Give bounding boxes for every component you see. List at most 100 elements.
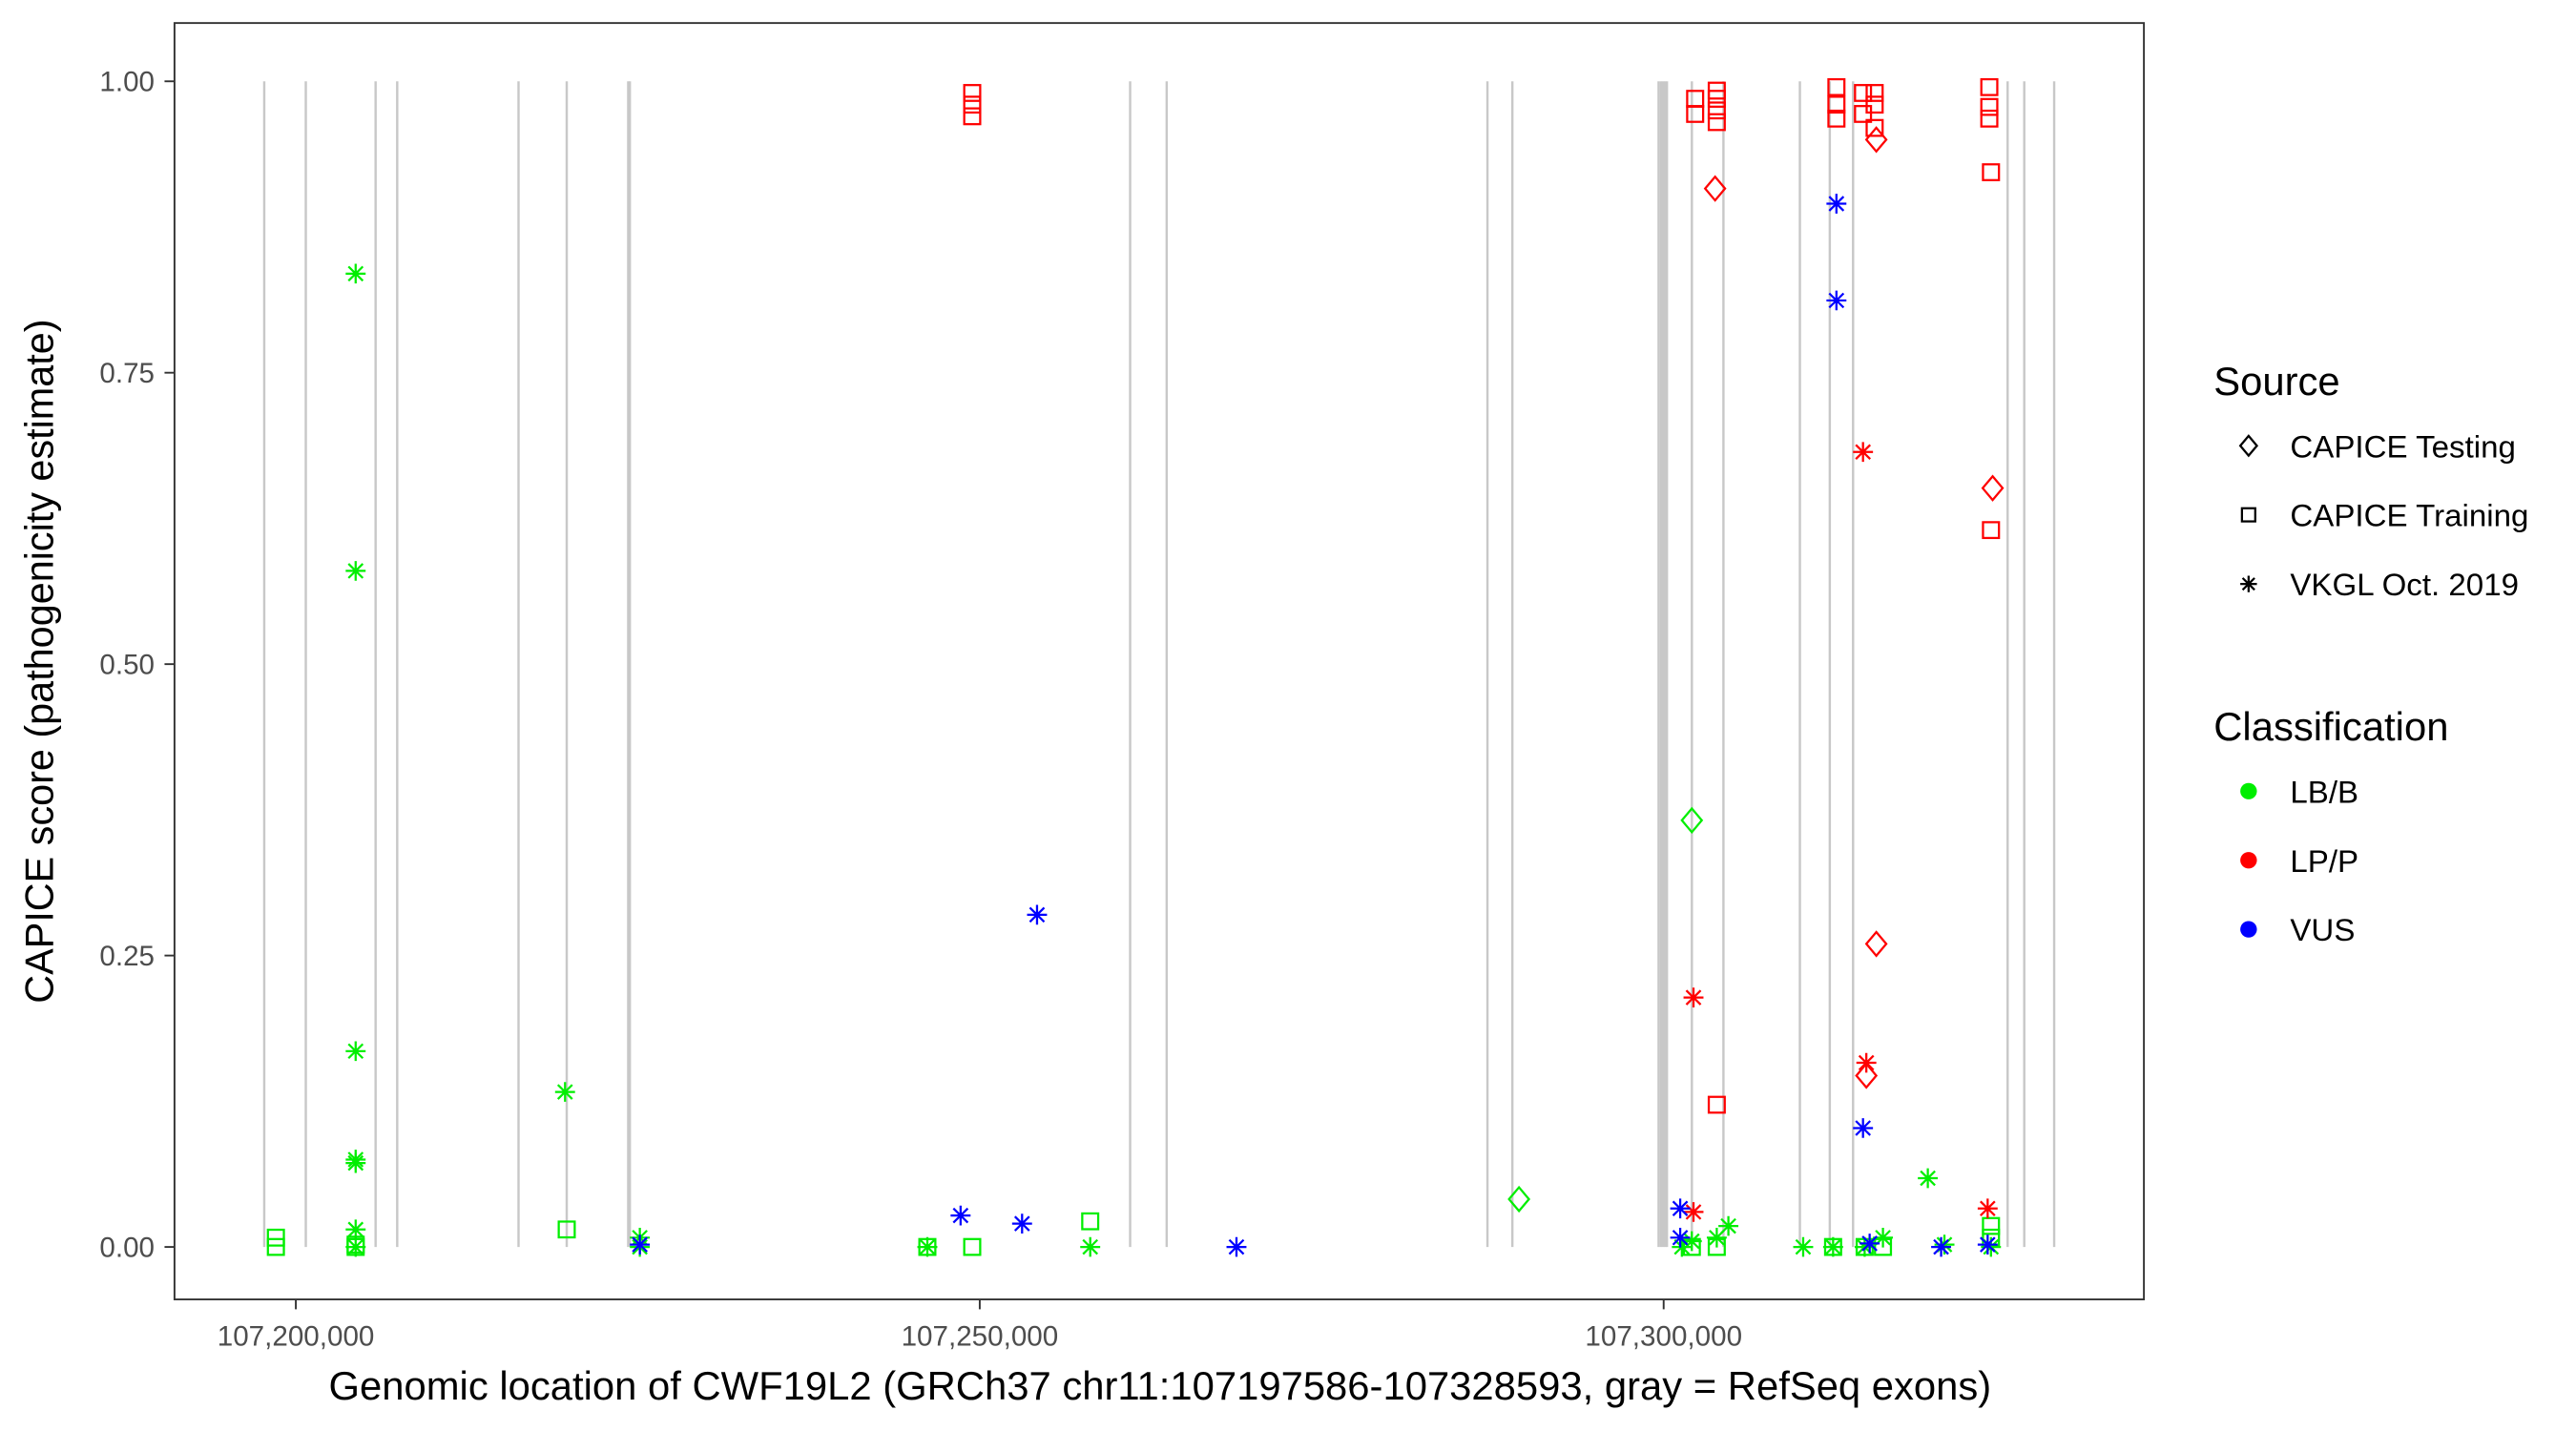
data-point (554, 1082, 575, 1102)
data-point (1855, 1062, 1879, 1089)
data-point (918, 1237, 937, 1256)
data-point (1977, 1234, 1998, 1255)
legend-class-title: Classification (2213, 704, 2448, 749)
legend-source-label: CAPICE Training (2290, 498, 2528, 533)
data-point (1683, 1202, 1704, 1222)
legend-symbol-asterisk-icon (2240, 575, 2257, 592)
data-points (266, 77, 2005, 1257)
data-point (1864, 126, 1888, 154)
legend-source-label: CAPICE Testing (2290, 428, 2516, 464)
data-point (917, 1236, 938, 1257)
data-point (963, 84, 982, 102)
legend-dot-icon (2240, 852, 2257, 869)
data-point (1683, 987, 1704, 1007)
legend-symbol-square-icon (2240, 507, 2256, 523)
legend-dot-icon (2240, 921, 2257, 938)
data-point (1672, 1236, 1693, 1257)
data-point (345, 1041, 366, 1062)
y-tick-label: 0.50 (99, 650, 155, 681)
data-point (1865, 95, 1884, 114)
data-point (1853, 442, 1874, 463)
data-point (1827, 95, 1846, 114)
data-point (1980, 97, 1999, 116)
legend-source-label: VKGL Oct. 2019 (2290, 567, 2519, 602)
data-point (1864, 930, 1888, 958)
data-point (1681, 1231, 1702, 1252)
data-point (1854, 84, 1873, 102)
x-tick-label: 107,250,000 (902, 1320, 1059, 1352)
data-point (1680, 806, 1704, 835)
data-point (345, 561, 366, 581)
data-point (557, 1220, 576, 1239)
data-point (1707, 90, 1726, 108)
data-point (1859, 1234, 1880, 1254)
data-point (345, 1219, 366, 1240)
data-point (1853, 1118, 1874, 1138)
data-point (1081, 1212, 1100, 1231)
y-tick-label: 1.00 (99, 67, 155, 98)
data-point (1981, 474, 2005, 502)
data-point (1931, 1236, 1952, 1257)
data-point (1826, 194, 1847, 214)
data-point (963, 107, 982, 126)
data-point (1686, 105, 1705, 123)
exon-lines (262, 81, 2056, 1248)
data-point (963, 1237, 982, 1256)
data-point (1703, 175, 1727, 202)
data-point (266, 1237, 285, 1256)
y-tick-label: 0.75 (99, 358, 155, 389)
data-point (1918, 1168, 1939, 1189)
data-point (1982, 521, 2001, 540)
data-point (1670, 1198, 1691, 1219)
legend-source-title: Source (2213, 359, 2339, 404)
x-tick-label: 107,300,000 (1585, 1320, 1742, 1352)
data-point (1011, 1213, 1032, 1234)
data-point (1826, 290, 1847, 311)
data-point (1980, 109, 1999, 128)
data-point (1793, 1236, 1814, 1257)
data-point (1865, 118, 1884, 137)
data-point (1670, 1227, 1691, 1248)
legend: Source Classification CAPICE Testing CAPI… (2213, 359, 2528, 947)
x-axis: 107,200,000 107,250,000 107,300,000 (218, 1299, 1742, 1352)
data-point (630, 1234, 651, 1255)
data-point (1865, 84, 1884, 102)
data-point (950, 1205, 971, 1226)
data-point (1854, 105, 1873, 123)
data-point (1707, 113, 1726, 132)
data-point (1977, 1198, 1998, 1219)
y-axis: 0.00 0.25 0.50 0.75 1.00 (99, 67, 175, 1264)
data-point (1873, 1227, 1894, 1248)
data-point (345, 263, 366, 284)
data-point (1982, 1216, 2001, 1235)
data-point (1822, 1236, 1843, 1257)
data-point (1080, 1236, 1101, 1257)
x-tick-label: 107,200,000 (218, 1320, 375, 1352)
data-point (1823, 1237, 1842, 1256)
legend-class-label: LP/P (2290, 843, 2358, 879)
data-point (266, 1228, 285, 1247)
data-point (1027, 904, 1048, 925)
legend-class-label: VUS (2290, 912, 2355, 947)
y-axis-label: CAPICE score (pathogenicity estimate) (17, 319, 62, 1003)
x-axis-label: Genomic location of CWF19L2 (GRCh37 chr1… (329, 1363, 1992, 1408)
data-point (1874, 1237, 1893, 1256)
data-point (1707, 101, 1726, 120)
data-point (1980, 77, 1999, 96)
data-point (345, 1152, 366, 1173)
legend-class-label: LB/B (2290, 775, 2358, 810)
y-tick-label: 0.00 (99, 1233, 155, 1264)
data-point (1982, 163, 2001, 181)
data-point (1507, 1185, 1531, 1213)
data-point (1686, 90, 1705, 108)
data-point (1707, 1095, 1726, 1114)
data-point (345, 1236, 366, 1257)
data-point (1706, 1227, 1727, 1248)
data-point (1226, 1236, 1247, 1257)
legend-symbol-diamond-icon (2238, 434, 2259, 458)
plot-panel-border (173, 22, 2146, 1301)
data-point (346, 1235, 365, 1255)
legend-dot-icon (2240, 782, 2257, 799)
data-point (1827, 109, 1846, 128)
